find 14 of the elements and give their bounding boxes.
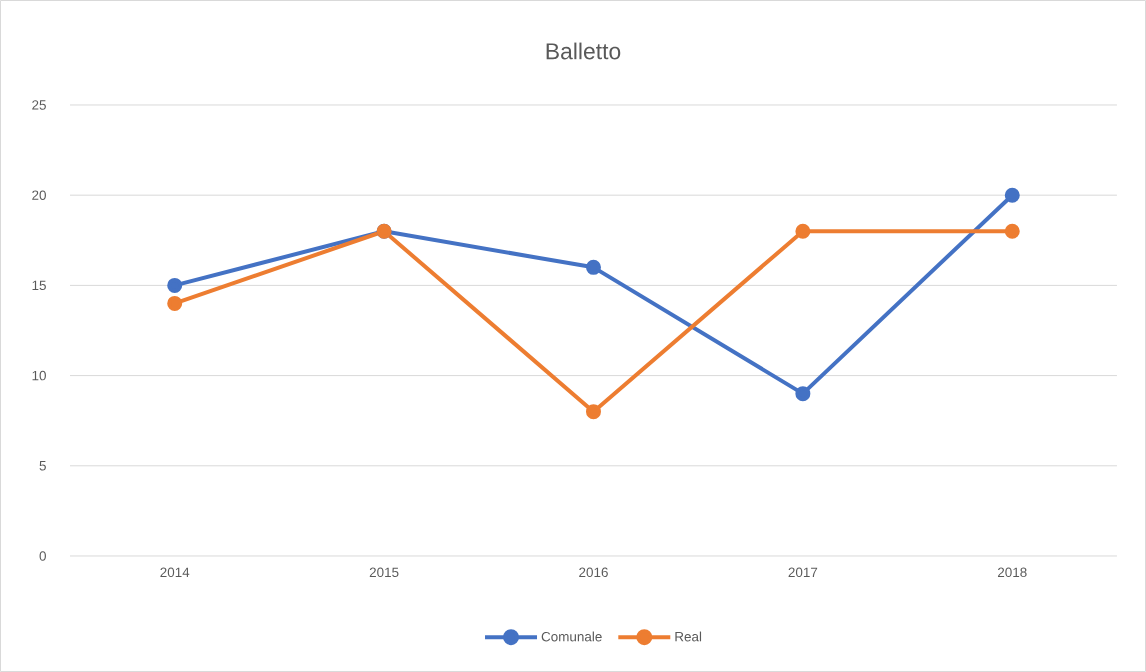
- legend-label: Comunale: [541, 631, 602, 642]
- x-tick-label: 2014: [160, 567, 190, 578]
- y-tick-label: 10: [32, 370, 46, 381]
- y-tick-label: 15: [32, 280, 46, 291]
- y-tick-label: 0: [39, 551, 46, 561]
- chart-title: Balletto: [546, 42, 621, 60]
- legend-label: Real: [675, 631, 702, 642]
- x-tick-label: 2015: [369, 567, 399, 578]
- y-tick-label: 20: [32, 190, 46, 200]
- x-tick-label: 2017: [788, 567, 818, 578]
- y-tick-label: 5: [39, 461, 46, 471]
- y-tick-label: 25: [32, 100, 46, 110]
- x-tick-label: 2016: [579, 567, 608, 578]
- x-tick-label: 2018: [997, 567, 1027, 578]
